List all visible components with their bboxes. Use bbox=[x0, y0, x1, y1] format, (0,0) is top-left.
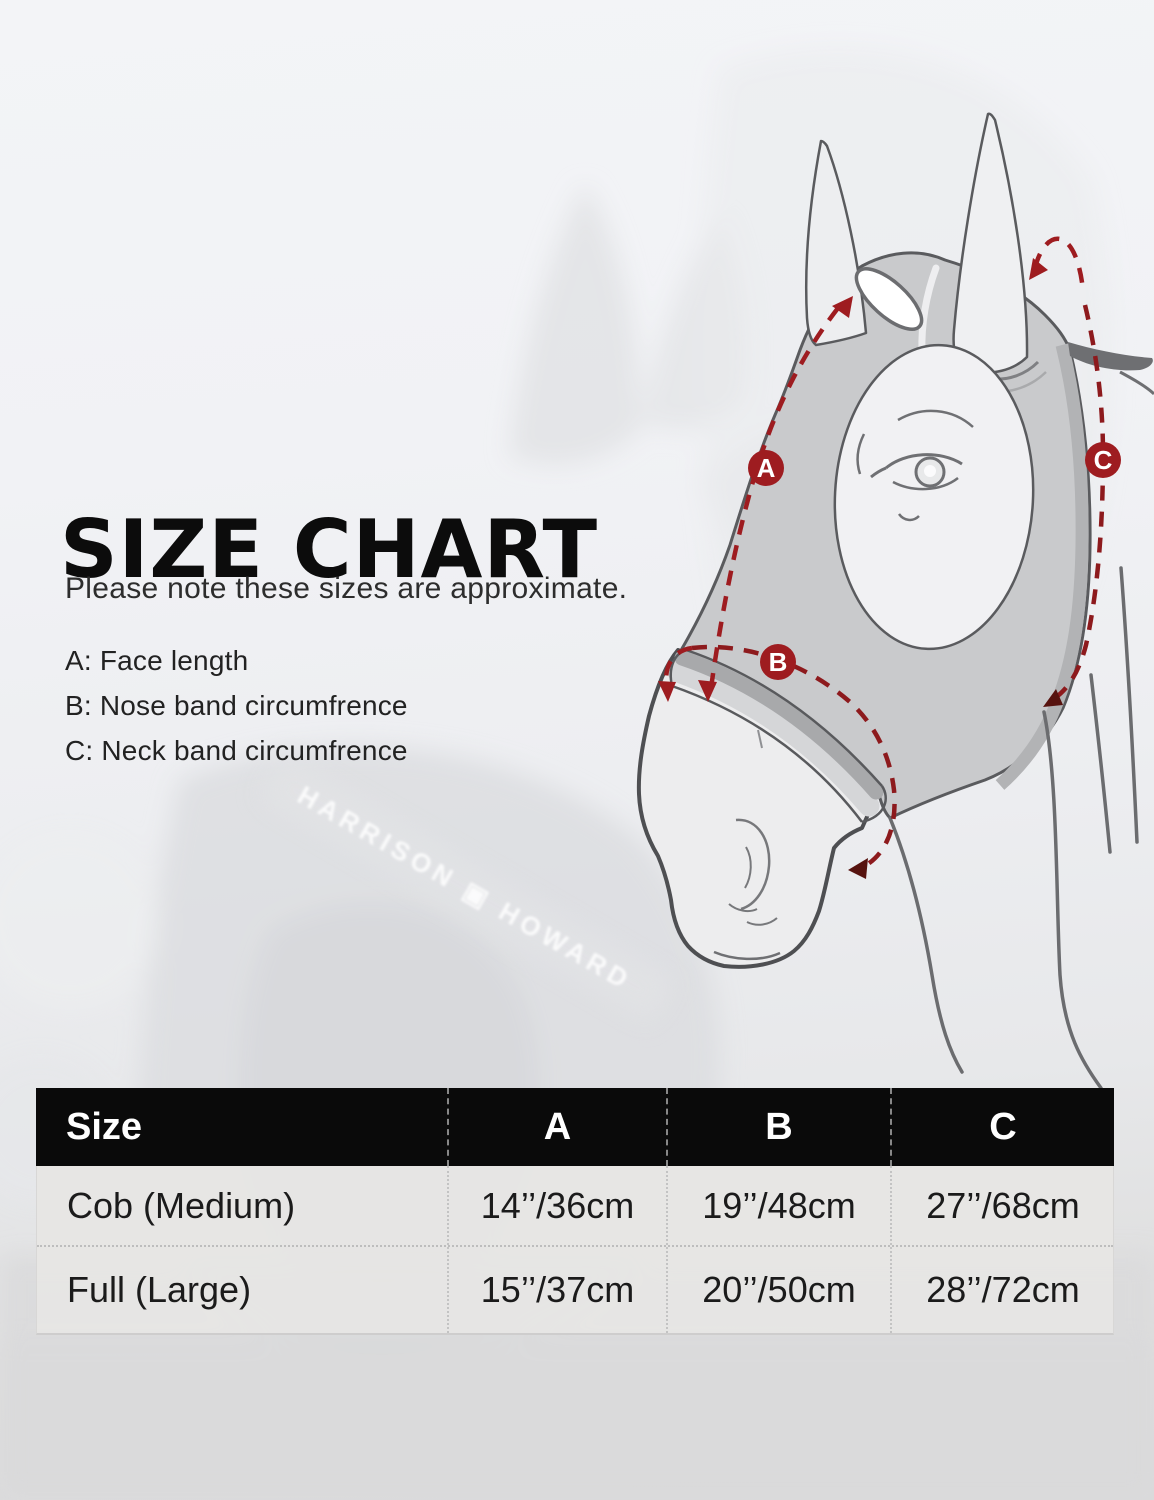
legend-item-c: C: Neck band circumfrence bbox=[65, 735, 408, 766]
column-header-a: A bbox=[447, 1088, 666, 1166]
size-table: Size A B C Cob (Medium) 14’’/36cm 19’’/4… bbox=[36, 1088, 1114, 1335]
eye-drawing bbox=[856, 409, 974, 522]
faded-body-bottom-2 bbox=[0, 1340, 1154, 1500]
eye-opening bbox=[833, 343, 1035, 651]
marker-b-letter: B bbox=[769, 647, 788, 677]
arrow-b-right bbox=[848, 858, 868, 879]
size-note: Please note these sizes are approximate. bbox=[65, 572, 628, 605]
arrow-b-left bbox=[658, 681, 676, 702]
horse-ear-far bbox=[805, 139, 868, 347]
table-row-cob: Cob (Medium) 14’’/36cm 19’’/48cm 27’’/68… bbox=[37, 1166, 1113, 1245]
marker-c: C bbox=[1085, 442, 1121, 478]
faded-ear-left bbox=[510, 185, 640, 465]
mask-neck-edge-band bbox=[995, 343, 1089, 790]
column-header-b: B bbox=[666, 1088, 890, 1166]
faded-bokeh-1 bbox=[0, 830, 160, 1010]
row-label: Full (Large) bbox=[67, 1269, 252, 1310]
measure-b-curl bbox=[663, 645, 693, 681]
column-header-size: Size bbox=[66, 1106, 143, 1148]
nostril-and-mouth-lines bbox=[713, 818, 781, 961]
measure-c-line bbox=[1050, 304, 1106, 702]
measurement-legend: A: Face length B: Nose band circumfrence… bbox=[65, 638, 408, 773]
forelock-hole bbox=[854, 267, 924, 331]
jaw-neck-lines bbox=[888, 566, 1139, 1090]
cell-full-c: 28’’/72cm bbox=[890, 1247, 1114, 1333]
legend-item-b: B: Nose band circumfrence bbox=[65, 690, 408, 721]
horse-ear-near bbox=[952, 112, 1029, 374]
cell-cob-a: 14’’/36cm bbox=[447, 1166, 666, 1245]
mane-tuft bbox=[1068, 342, 1153, 371]
throat-line bbox=[1042, 710, 1103, 1090]
mane-hair-line bbox=[1119, 370, 1154, 396]
jaw-line bbox=[888, 816, 964, 1074]
mask-ear-highlight bbox=[918, 264, 940, 356]
measure-c-arch bbox=[1032, 236, 1086, 291]
arrow-c-bottom bbox=[1043, 689, 1063, 707]
size-table-header: Size A B C bbox=[36, 1088, 1114, 1166]
column-header-c: C bbox=[890, 1088, 1114, 1166]
marker-c-letter: C bbox=[1094, 445, 1113, 475]
page-title: SIZE CHART bbox=[60, 502, 599, 596]
neck-line-1 bbox=[1089, 673, 1112, 854]
arrow-a-bottom bbox=[698, 680, 717, 702]
cell-full-b: 20’’/50cm bbox=[666, 1247, 890, 1333]
marker-a-letter: A bbox=[757, 453, 776, 483]
arrow-c-top bbox=[1029, 258, 1048, 280]
measurement-arrowheads bbox=[658, 258, 1063, 879]
table-row-full: Full (Large) 15’’/37cm 20’’/50cm 28’’/72… bbox=[37, 1245, 1113, 1333]
marker-a: A bbox=[748, 450, 784, 486]
horse-muzzle-outline bbox=[636, 648, 880, 969]
cell-full-a: 15’’/37cm bbox=[447, 1247, 666, 1333]
row-label: Cob (Medium) bbox=[67, 1184, 296, 1226]
arrow-a-top bbox=[832, 296, 853, 318]
neck-line-2 bbox=[1119, 566, 1139, 844]
size-table-body: Cob (Medium) 14’’/36cm 19’’/48cm 27’’/68… bbox=[36, 1166, 1114, 1335]
cell-cob-b: 19’’/48cm bbox=[666, 1166, 890, 1245]
marker-b: B bbox=[760, 644, 796, 680]
legend-item-a: A: Face length bbox=[65, 645, 249, 676]
cell-cob-c: 27’’/68cm bbox=[890, 1166, 1114, 1245]
